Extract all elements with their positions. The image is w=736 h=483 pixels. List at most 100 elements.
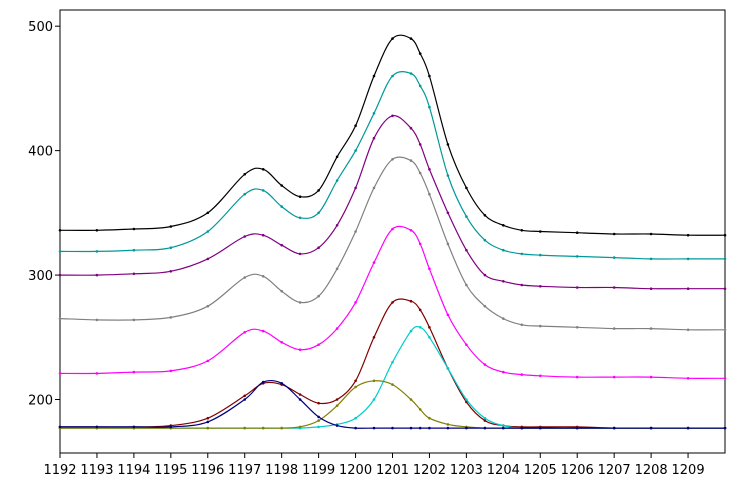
series-4-point xyxy=(391,227,394,231)
series-0-point xyxy=(686,233,690,237)
series-2-point xyxy=(261,233,265,237)
series-7-point xyxy=(418,408,422,411)
series-3-point xyxy=(280,289,284,293)
series-1-point xyxy=(243,192,246,196)
series-line-3 xyxy=(59,156,726,331)
series-0-point xyxy=(502,224,505,227)
x-tick-label: 1203 xyxy=(450,463,483,478)
series-2-point xyxy=(686,287,690,291)
series-7-point xyxy=(206,426,210,430)
series-5-point xyxy=(391,301,394,304)
series-8-point xyxy=(169,425,173,429)
series-1-point xyxy=(372,112,376,115)
series-6-point xyxy=(428,336,431,339)
series-6-point xyxy=(391,360,394,364)
series-3-point xyxy=(483,304,487,308)
x-tick-label: 1201 xyxy=(376,463,409,478)
y-tick-label: 500 xyxy=(28,20,53,35)
series-3-point xyxy=(612,327,616,330)
series-1-point xyxy=(132,248,136,252)
series-4-point xyxy=(206,359,210,363)
series-5-point xyxy=(372,336,376,339)
series-2-point xyxy=(243,235,246,238)
series-8-point xyxy=(502,426,505,430)
series-0-point xyxy=(372,74,376,78)
series-2-point xyxy=(723,287,727,291)
x-tick-label: 1206 xyxy=(561,463,594,478)
y-tick-label: 300 xyxy=(28,269,53,284)
series-3-point xyxy=(335,267,339,271)
series-1-point xyxy=(354,149,357,152)
series-8-point xyxy=(354,426,357,430)
series-8-point xyxy=(243,398,246,401)
series-3-point xyxy=(502,317,505,320)
series-0-point xyxy=(280,184,284,187)
series-8-point xyxy=(132,425,136,429)
x-axis: 1192 1193 1194 1195 1196 1197 1198 1199 1200 1201… xyxy=(43,453,705,478)
series-0-point xyxy=(483,214,487,217)
series-5-point xyxy=(418,308,422,312)
series-1-point xyxy=(483,238,487,242)
y-tick-label: 400 xyxy=(28,145,53,160)
series-5-point xyxy=(483,419,487,422)
series-2-point xyxy=(483,273,487,277)
series-4-point xyxy=(502,370,505,374)
series-3-point xyxy=(298,301,302,304)
series-0-point xyxy=(612,232,616,236)
series-2-point xyxy=(132,272,136,276)
y-tick-label: 200 xyxy=(28,393,53,408)
x-tick-label: 1198 xyxy=(265,463,298,478)
series-8-point xyxy=(575,426,579,430)
series-3-point xyxy=(723,328,727,332)
series-6-point xyxy=(502,424,505,427)
series-0-point xyxy=(539,230,542,233)
series-0-point xyxy=(520,229,524,232)
series-5-point xyxy=(335,398,339,401)
series-4-point xyxy=(169,369,173,373)
series-8-point xyxy=(317,415,320,419)
series-8-point xyxy=(391,426,394,430)
x-tick-label: 1195 xyxy=(154,463,187,478)
series-0-point xyxy=(649,232,653,236)
series-4-point xyxy=(280,341,284,344)
series-3-point xyxy=(465,283,468,287)
series-3-point xyxy=(95,318,99,322)
series-4-point xyxy=(428,267,431,271)
series-1-point xyxy=(575,255,579,258)
series-0-point xyxy=(428,74,431,78)
series-2-point xyxy=(280,243,284,247)
series-3-point xyxy=(520,323,524,327)
series-1-point xyxy=(409,72,413,75)
series-4-point xyxy=(723,377,727,380)
series-2-point xyxy=(206,257,210,261)
series-6-point xyxy=(465,398,468,401)
series-4-point xyxy=(261,329,265,333)
series-4-point xyxy=(354,301,357,304)
series-7-point xyxy=(280,426,284,430)
series-4-point xyxy=(95,372,99,375)
series-5-point xyxy=(298,393,302,396)
x-tick-label: 1207 xyxy=(598,463,631,478)
series-7-point xyxy=(372,379,376,383)
series-0-point xyxy=(335,155,339,159)
x-tick-label: 1192 xyxy=(43,463,76,478)
series-3-point xyxy=(169,316,173,319)
series-4-point xyxy=(612,375,616,379)
series-3-point xyxy=(409,159,413,162)
series-3-point xyxy=(428,192,431,196)
series-8-point xyxy=(58,425,62,429)
series-1-point xyxy=(280,205,284,208)
series-8-point xyxy=(335,424,339,427)
series-0-point xyxy=(446,143,450,146)
series-line-4 xyxy=(59,225,726,379)
series-8-point xyxy=(298,398,302,401)
series-4-point xyxy=(686,377,690,380)
series-1-point xyxy=(335,179,339,182)
series-line-5 xyxy=(59,298,725,429)
series-2-point xyxy=(612,286,616,289)
series-3-point xyxy=(446,242,450,246)
series-1-point xyxy=(428,105,431,109)
series-8-point xyxy=(520,426,524,430)
series-4-point xyxy=(483,363,487,366)
